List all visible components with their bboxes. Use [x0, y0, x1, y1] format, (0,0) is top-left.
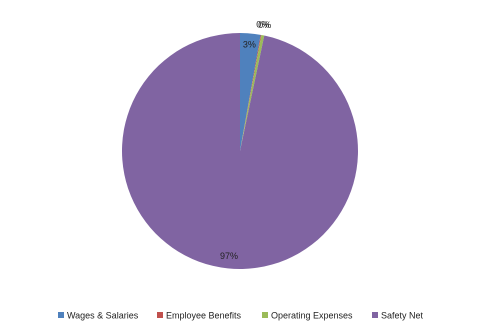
- pie-slice: [240, 34, 262, 151]
- data-label: 0%: [258, 20, 271, 30]
- legend-label: Wages & Salaries: [67, 310, 139, 320]
- legend-swatch: [372, 312, 378, 318]
- legend-swatch: [58, 312, 64, 318]
- pie-slice: [240, 34, 265, 152]
- legend-label: Employee Benefits: [166, 310, 242, 320]
- pie-slice: [121, 33, 358, 269]
- pie-slice: [240, 33, 261, 151]
- data-label: 0%: [256, 19, 269, 29]
- legend-swatch: [262, 312, 268, 318]
- legend-label: Operating Expenses: [271, 310, 353, 320]
- data-label: 3%: [243, 40, 256, 50]
- legend-label: Safety Net: [381, 310, 424, 320]
- legend-swatch: [157, 312, 163, 318]
- data-label: 97%: [220, 251, 238, 261]
